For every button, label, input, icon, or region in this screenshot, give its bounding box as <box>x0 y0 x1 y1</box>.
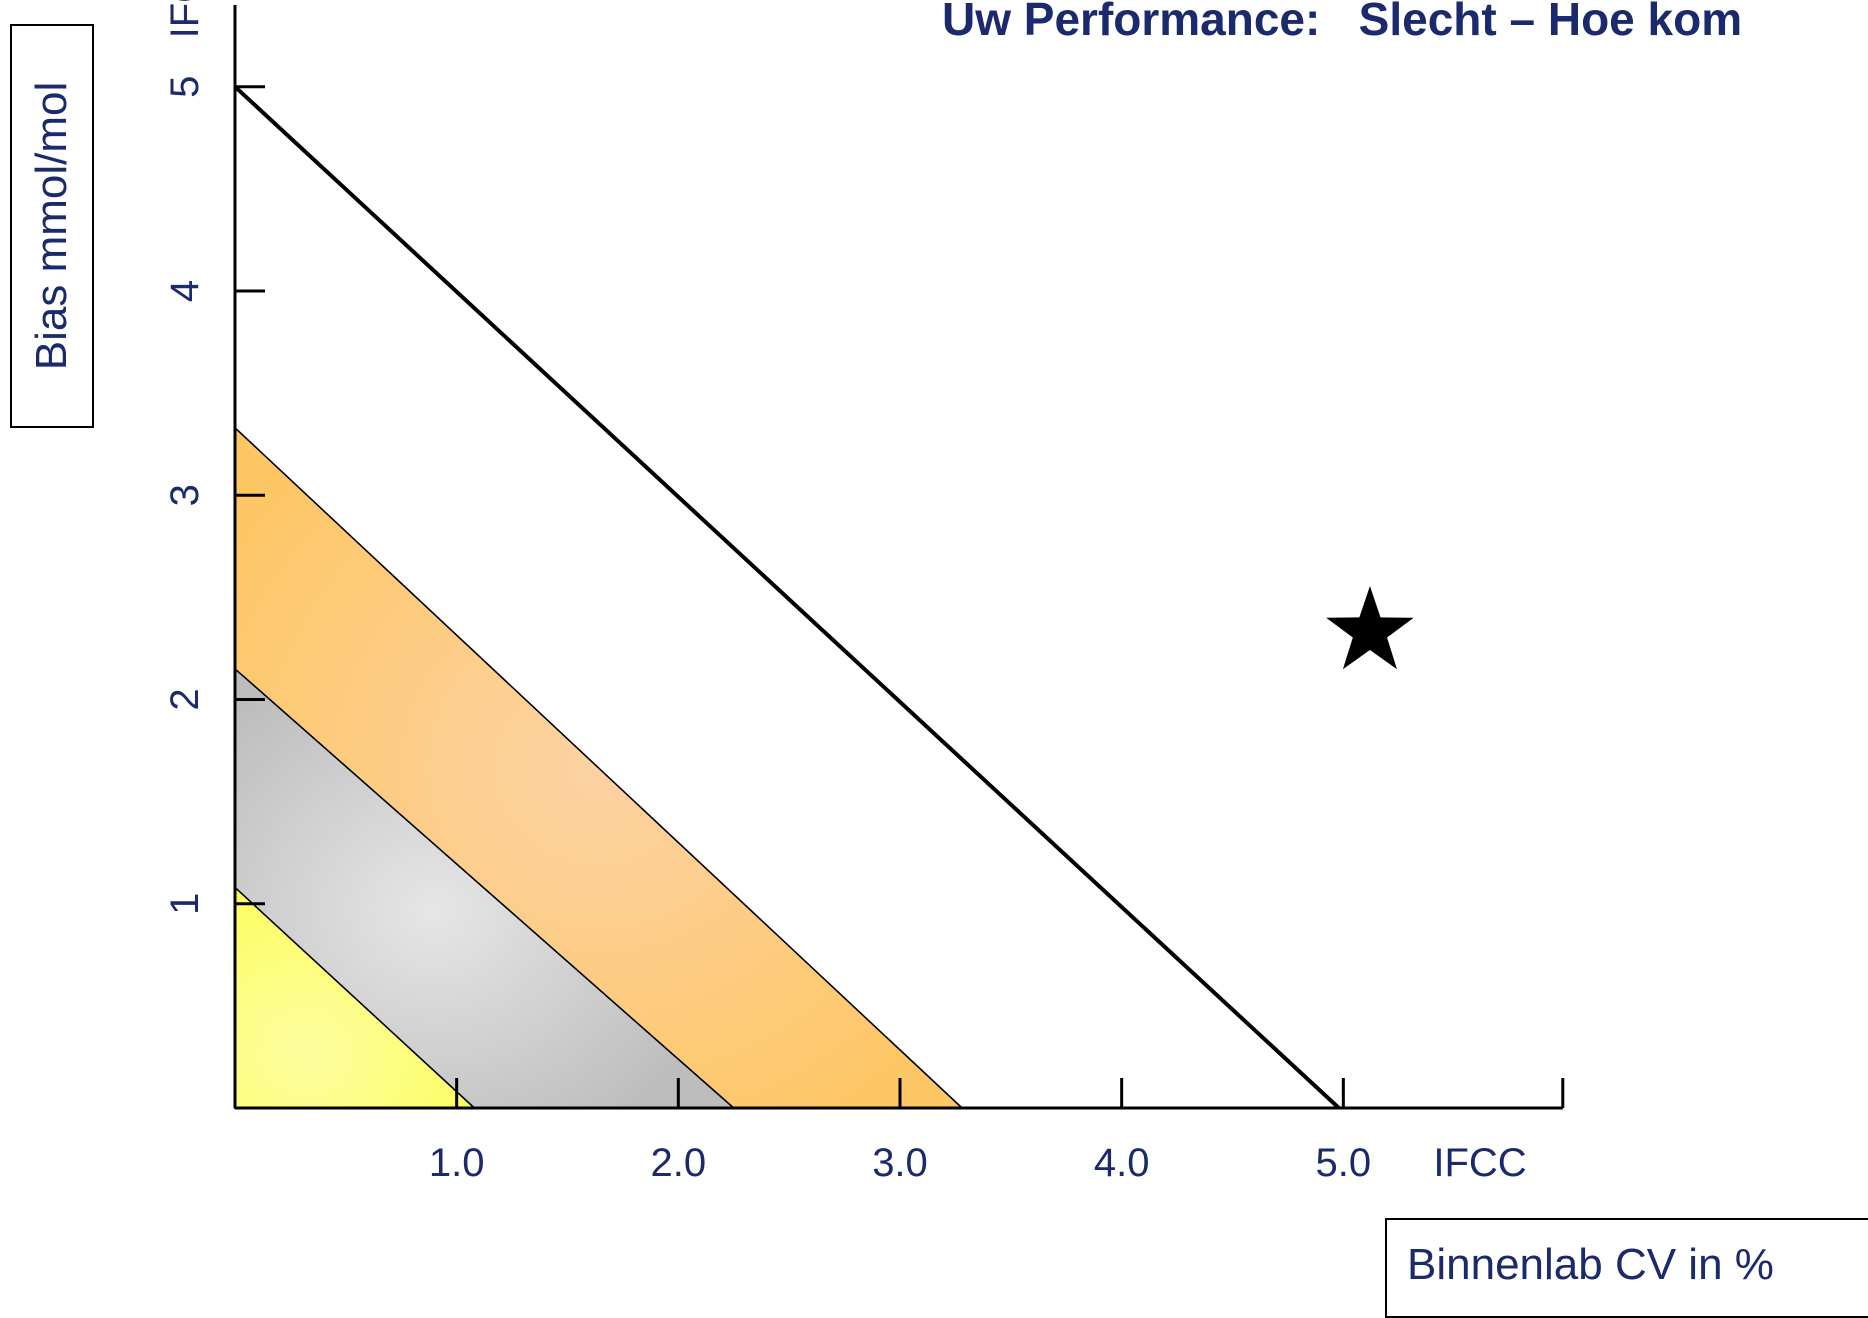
y-tick-label: 1 <box>163 893 207 915</box>
x-axis-label: Binnenlab CV in % <box>1407 1240 1774 1289</box>
y-axis-label-box: Bias mmol/mol <box>10 24 94 428</box>
y-tick-label: 2 <box>163 688 207 710</box>
x-tick-label: 1.0 <box>429 1141 485 1185</box>
y-unit-label: IFCC <box>163 0 207 38</box>
y-axis-label: Bias mmol/mol <box>27 81 76 371</box>
y-tick-label: 4 <box>163 280 207 302</box>
x-axis-label-box: Binnenlab CV in % <box>1385 1218 1868 1318</box>
y-tick-label: 3 <box>163 484 207 506</box>
chart-title: Uw Performance: Slecht – Hoe kom <box>942 0 1743 45</box>
star-point <box>1326 585 1414 670</box>
x-tick-label: 5.0 <box>1316 1141 1372 1185</box>
x-tick-label: 4.0 <box>1094 1141 1150 1185</box>
limit-line <box>233 85 1341 1110</box>
x-tick-label: 3.0 <box>872 1141 928 1185</box>
x-unit-label: IFCC <box>1433 1141 1526 1185</box>
y-tick-label: 5 <box>163 76 207 98</box>
x-tick-label: 2.0 <box>651 1141 707 1185</box>
